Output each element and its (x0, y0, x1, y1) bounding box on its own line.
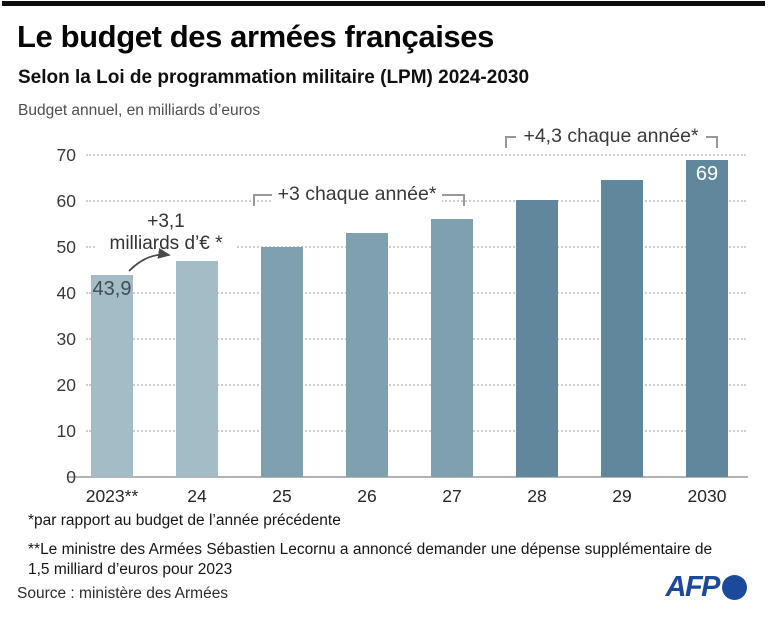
x-axis-label-28: 28 (527, 486, 547, 506)
gridline-40 (86, 292, 746, 294)
y-axis-tick-30: 30 (56, 329, 76, 349)
bar-value-label-2023: 43,9 (92, 278, 132, 300)
y-axis-tick-20: 20 (56, 375, 76, 395)
bar-2023 (91, 275, 133, 477)
gridline-0 (68, 476, 748, 478)
gridline-50 (86, 246, 746, 248)
source-line: Source : ministère des Armées (17, 585, 229, 602)
x-axis-label-2023: 2023** (85, 486, 139, 506)
annotation-growth-note-line1: +3,1 (147, 211, 185, 232)
gridline-70 (86, 154, 746, 156)
afp-logo-circle-icon (722, 575, 747, 600)
y-axis-tick-40: 40 (56, 283, 76, 303)
y-axis-tick-10: 10 (56, 421, 76, 441)
bar-27 (431, 219, 473, 477)
bar-value-label-2030: 69 (695, 163, 719, 185)
y-axis-tick-0: 0 (66, 467, 76, 487)
x-axis-label-29: 29 (612, 486, 632, 506)
gridline-30 (86, 338, 746, 340)
chart-subtitle: Selon la Loi de programmation militaire … (18, 67, 530, 88)
y-axis-tick-60: 60 (56, 191, 76, 211)
footnote-single-star: *par rapport au budget de l’année précéd… (28, 512, 341, 529)
x-axis-label-2030: 2030 (687, 486, 727, 506)
bar-25 (261, 247, 303, 477)
annotation-growth-note-line2: milliards d’€ * (109, 233, 223, 254)
curved-arrow-icon (128, 248, 171, 272)
gridline-10 (86, 430, 746, 432)
x-axis-label-25: 25 (272, 486, 292, 506)
afp-logo-text: AFP (665, 571, 721, 603)
annotation-plus43-label: +4,3 chaque année* (516, 125, 706, 148)
units-label: Budget annuel, en milliards d’euros (18, 102, 261, 119)
bar-24 (176, 261, 218, 477)
bar-29 (601, 180, 643, 477)
y-axis-tick-70: 70 (56, 145, 76, 165)
x-axis-label-24: 24 (187, 486, 207, 506)
top-rule (2, 1, 765, 6)
annotation-plus3-label: +3 chaque année* (272, 183, 442, 206)
bar-2030 (686, 160, 728, 477)
bar-26 (346, 233, 388, 477)
footnote-double-star: **Le ministre des Armées Sébastien Lecor… (28, 541, 713, 578)
annotation-growth-note: +3,1 milliards d’€ * (96, 211, 236, 255)
bar-28 (516, 200, 558, 477)
y-axis-tick-50: 50 (56, 237, 76, 257)
page-title: Le budget des armées françaises (17, 19, 494, 54)
gridline-20 (86, 384, 746, 386)
x-axis-label-27: 27 (442, 486, 462, 506)
x-axis-label-26: 26 (357, 486, 377, 506)
afp-logo: AFP (665, 571, 747, 603)
